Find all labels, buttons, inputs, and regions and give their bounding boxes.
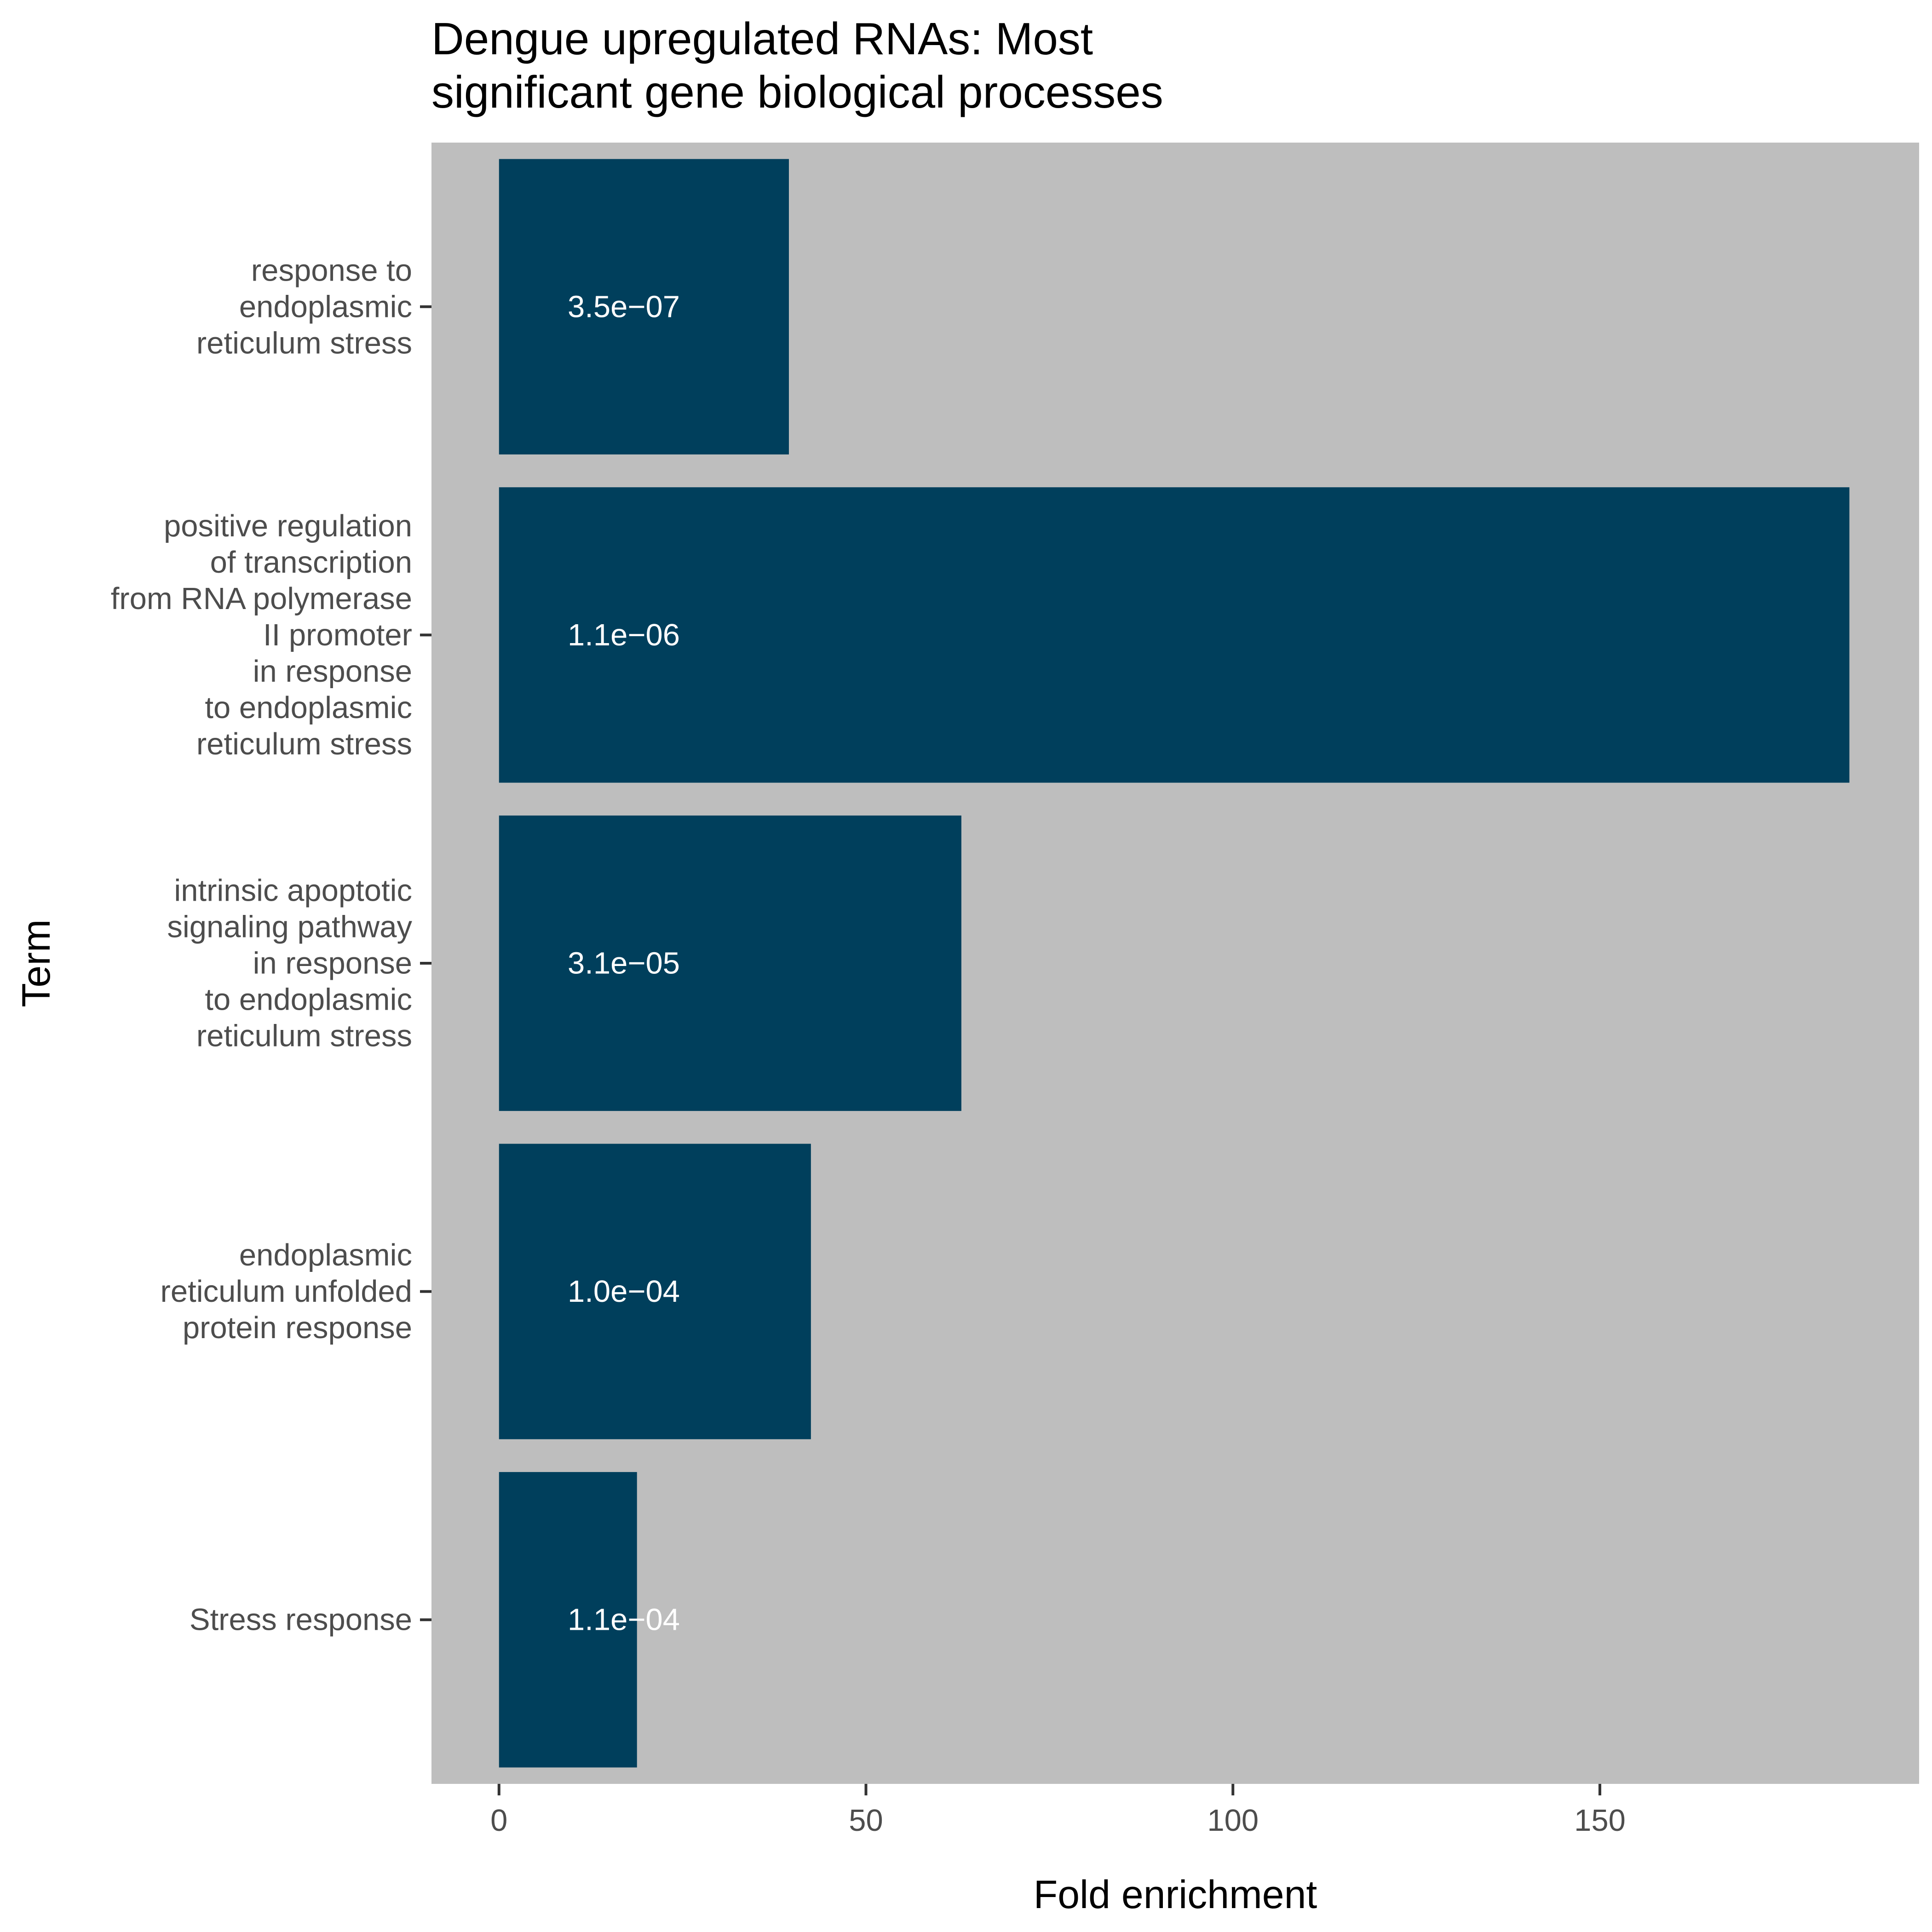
bar-labels: 3.5e−07 1.1e−06 3.1e−05 1.0e−04 1.1e−04 bbox=[568, 289, 680, 1637]
bar-endoplasmic bbox=[499, 1144, 811, 1439]
x-tick-label: 50 bbox=[849, 1803, 883, 1838]
bar-value-label: 3.1e−05 bbox=[568, 946, 680, 981]
chart-title-line: significant gene biological processes bbox=[431, 67, 1163, 117]
bar-value-label: 1.1e−04 bbox=[568, 1603, 680, 1637]
bar-value-label: 1.1e−06 bbox=[568, 618, 680, 652]
y-axis: response to endoplasmic reticulum stress po… bbox=[111, 253, 431, 1637]
y-tick-label: endoplasmic reticulum unfolded protein res… bbox=[161, 1238, 412, 1345]
y-tick-label: response to endoplasmic reticulum stress bbox=[196, 253, 412, 360]
bar-intrinsic-apoptotic bbox=[499, 815, 961, 1111]
x-tick-label: 150 bbox=[1574, 1803, 1626, 1838]
bar-value-label: 1.0e−04 bbox=[568, 1274, 680, 1309]
chart-title: Dengue upregulated RNAs: Most significant… bbox=[431, 13, 1163, 117]
x-axis-title: Fold enrichment bbox=[1034, 1873, 1317, 1917]
bar-positive-regulation bbox=[499, 487, 1850, 783]
bars bbox=[499, 159, 1850, 1768]
chart-title-line: Dengue upregulated RNAs: Most bbox=[431, 13, 1093, 64]
bar-response-to bbox=[499, 159, 789, 454]
x-tick-label: 0 bbox=[490, 1803, 507, 1838]
x-tick-label: 100 bbox=[1207, 1803, 1259, 1838]
bar-stress-response bbox=[499, 1472, 637, 1768]
y-axis-title: Term bbox=[14, 919, 58, 1007]
x-axis: 0 50 100 150 bbox=[490, 1784, 1626, 1838]
y-tick-label: positive regulation of transcription from … bbox=[111, 509, 412, 761]
y-tick-label: intrinsic apoptotic signaling pathway in r… bbox=[167, 874, 412, 1053]
y-tick-label: Stress response bbox=[190, 1603, 412, 1637]
bar-value-label: 3.5e−07 bbox=[568, 289, 680, 324]
